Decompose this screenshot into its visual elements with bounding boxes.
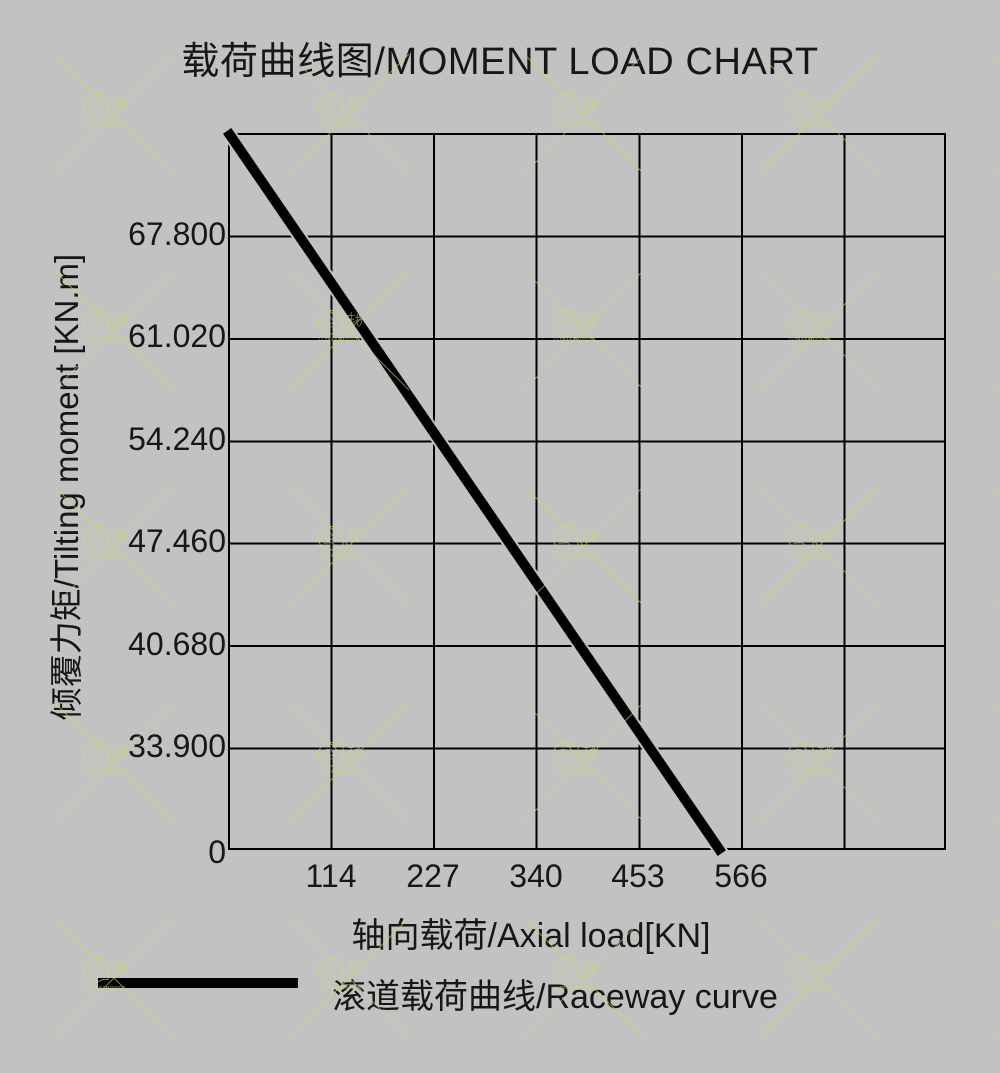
svg-text:LI-TRANSMISSION: LI-TRANSMISSION [318,337,360,342]
svg-text:LI-TRANSMISSION: LI-TRANSMISSION [318,553,360,558]
svg-text:LI-TRANSMISSION: LI-TRANSMISSION [83,769,125,774]
svg-text:LI-TRANSMISSION: LI-TRANSMISSION [318,769,360,774]
svg-text:LI-TRANSMISSION: LI-TRANSMISSION [83,121,125,126]
svg-text:LI-TRANSMISSION: LI-TRANSMISSION [788,121,830,126]
svg-text:LI-TRANSMISSION: LI-TRANSMISSION [788,337,830,342]
svg-text:LI-TRANSMISSION: LI-TRANSMISSION [553,121,595,126]
svg-text:LI-TRANSMISSION: LI-TRANSMISSION [788,769,830,774]
svg-text:LI-TRANSMISSION: LI-TRANSMISSION [318,985,360,990]
svg-text:LI-TRANSMISSION: LI-TRANSMISSION [553,985,595,990]
svg-text:LI-TRANSMISSION: LI-TRANSMISSION [83,985,125,990]
svg-text:LI-TRANSMISSION: LI-TRANSMISSION [83,553,125,558]
svg-text:LI-TRANSMISSION: LI-TRANSMISSION [788,985,830,990]
svg-text:LI-TRANSMISSION: LI-TRANSMISSION [788,553,830,558]
svg-text:LI-TRANSMISSION: LI-TRANSMISSION [83,337,125,342]
svg-text:LI-TRANSMISSION: LI-TRANSMISSION [553,337,595,342]
svg-text:LI-TRANSMISSION: LI-TRANSMISSION [318,121,360,126]
svg-text:LI-TRANSMISSION: LI-TRANSMISSION [553,769,595,774]
svg-text:LI-TRANSMISSION: LI-TRANSMISSION [553,553,595,558]
